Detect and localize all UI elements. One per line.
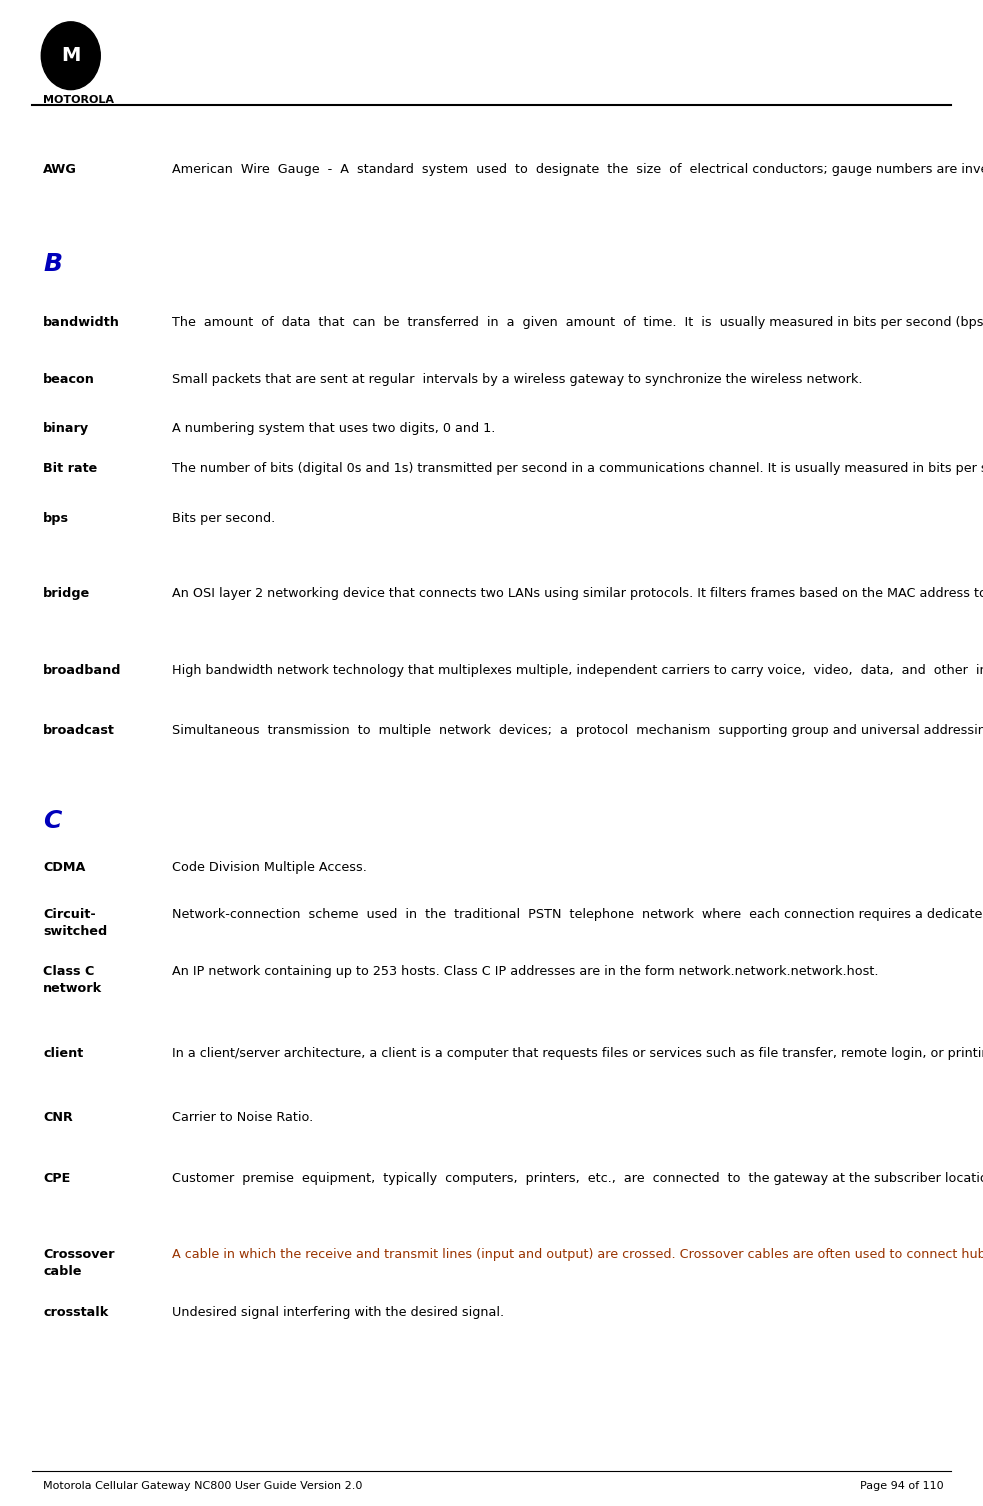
Text: MOTOROLA: MOTOROLA — [43, 95, 114, 105]
Text: B: B — [43, 252, 62, 276]
Text: C: C — [43, 809, 62, 833]
Text: M: M — [61, 47, 81, 65]
Text: Bits per second.: Bits per second. — [172, 512, 275, 526]
Text: client: client — [43, 1047, 84, 1060]
Text: Bit rate: Bit rate — [43, 462, 97, 476]
Text: In a client/server architecture, a client is a computer that requests files or s: In a client/server architecture, a clien… — [172, 1047, 983, 1060]
Text: Customer  premise  equipment,  typically  computers,  printers,  etc.,  are  con: Customer premise equipment, typically co… — [172, 1172, 983, 1185]
Text: Crossover
cable: Crossover cable — [43, 1248, 115, 1279]
Text: AWG: AWG — [43, 163, 77, 176]
Text: Network-connection  scheme  used  in  the  traditional  PSTN  telephone  network: Network-connection scheme used in the tr… — [172, 908, 983, 922]
Ellipse shape — [41, 21, 100, 90]
Text: broadcast: broadcast — [43, 724, 115, 738]
Text: Page 94 of 110: Page 94 of 110 — [860, 1482, 944, 1491]
Text: crosstalk: crosstalk — [43, 1306, 108, 1319]
Text: Undesired signal interfering with the desired signal.: Undesired signal interfering with the de… — [172, 1306, 504, 1319]
Text: binary: binary — [43, 422, 89, 435]
Text: CPE: CPE — [43, 1172, 71, 1185]
Text: Class C
network: Class C network — [43, 965, 102, 995]
Text: A numbering system that uses two digits, 0 and 1.: A numbering system that uses two digits,… — [172, 422, 495, 435]
Text: An IP network containing up to 253 hosts. Class C IP addresses are in the form n: An IP network containing up to 253 hosts… — [172, 965, 879, 979]
Text: broadband: broadband — [43, 664, 122, 678]
Text: bps: bps — [43, 512, 69, 526]
Text: An OSI layer 2 networking device that connects two LANs using similar protocols.: An OSI layer 2 networking device that co… — [172, 587, 983, 601]
Text: The number of bits (digital 0s and 1s) transmitted per second in a communication: The number of bits (digital 0s and 1s) t… — [172, 462, 983, 476]
Text: American  Wire  Gauge  -  A  standard  system  used  to  designate  the  size  o: American Wire Gauge - A standard system … — [172, 163, 983, 176]
Text: Code Division Multiple Access.: Code Division Multiple Access. — [172, 861, 367, 875]
Text: Circuit-
switched: Circuit- switched — [43, 908, 107, 938]
Text: High bandwidth network technology that multiplexes multiple, independent carrier: High bandwidth network technology that m… — [172, 664, 983, 678]
Text: bandwidth: bandwidth — [43, 316, 120, 330]
Text: CDMA: CDMA — [43, 861, 86, 875]
Text: Small packets that are sent at regular  intervals by a wireless gateway to synch: Small packets that are sent at regular i… — [172, 373, 862, 387]
Text: A cable in which the receive and transmit lines (input and output) are crossed. : A cable in which the receive and transmi… — [172, 1248, 983, 1262]
Text: beacon: beacon — [43, 373, 95, 387]
Text: Motorola Cellular Gateway NC800 User Guide Version 2.0: Motorola Cellular Gateway NC800 User Gui… — [43, 1482, 363, 1491]
Text: The  amount  of  data  that  can  be  transferred  in  a  given  amount  of  tim: The amount of data that can be transferr… — [172, 316, 983, 330]
Text: Carrier to Noise Ratio.: Carrier to Noise Ratio. — [172, 1111, 314, 1125]
Text: bridge: bridge — [43, 587, 90, 601]
Text: CNR: CNR — [43, 1111, 73, 1125]
Text: Simultaneous  transmission  to  multiple  network  devices;  a  protocol  mechan: Simultaneous transmission to multiple ne… — [172, 724, 983, 738]
